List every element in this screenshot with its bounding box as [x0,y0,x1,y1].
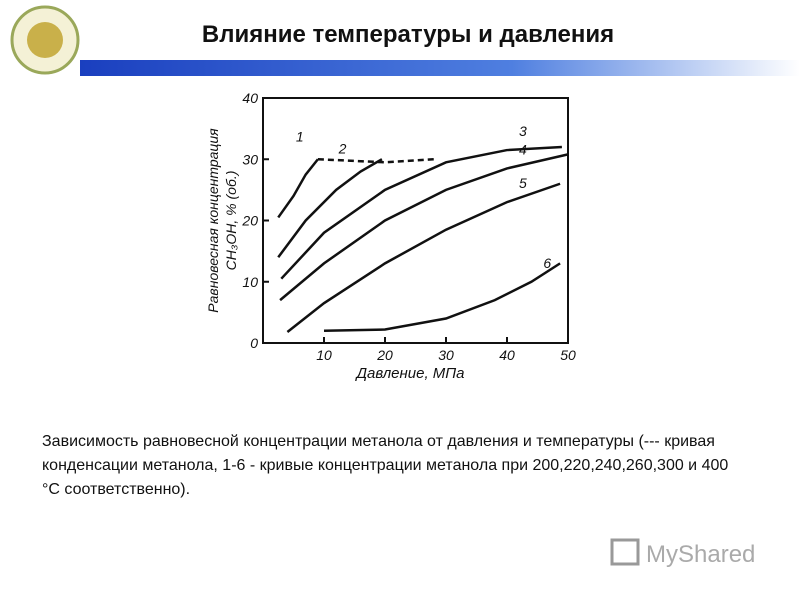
series-line [317,158,434,164]
x-tick-label: 30 [438,347,454,363]
slide-title: Влияние температуры и давления [202,21,614,48]
y-tick-label: 0 [250,335,258,351]
series-line [277,158,319,219]
series-line [279,153,569,302]
y-tick-label: 20 [241,213,258,229]
x-tick-label: 10 [316,347,332,363]
series-label: 4 [519,141,527,157]
series-label: 1 [296,128,304,144]
series-label: 5 [519,175,527,191]
y-tick-label: 10 [242,274,258,290]
y-axis-label: Равновесная концентрация [205,128,221,313]
x-tick-label: 50 [560,347,576,363]
series-line [277,158,383,258]
x-axis-label: Давление, МПа [354,365,464,382]
caption: Зависимость равновесной концентрации мет… [42,433,729,498]
series-label: 2 [338,141,347,157]
title-bar [80,60,800,76]
series-line [323,262,561,332]
series-label: 6 [543,255,551,271]
watermark-icon [610,538,640,566]
y-tick-label: 40 [242,90,258,106]
y-axis-label: CH₃OH, % (об.) [223,171,239,271]
x-tick-label: 20 [376,347,393,363]
y-tick-label: 30 [242,151,258,167]
series-line [286,182,561,333]
watermark: MyShared [646,541,755,568]
chart: 0 10 20 30 40 10 20 30 40 50 Давление, МПа Равновес… [205,90,576,382]
series-line [280,145,562,280]
series-label: 3 [519,123,527,139]
logo-center [27,22,63,58]
x-tick-label: 40 [499,347,515,363]
